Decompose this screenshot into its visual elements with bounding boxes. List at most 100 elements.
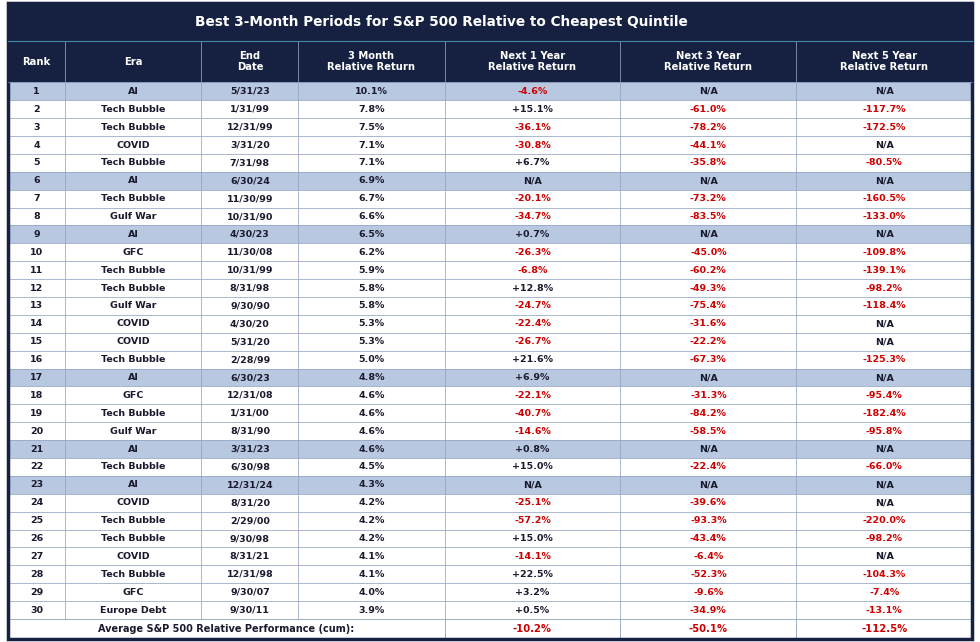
Bar xyxy=(8,279,65,297)
Bar xyxy=(202,386,298,404)
Bar xyxy=(8,172,65,190)
Text: 9: 9 xyxy=(33,230,40,239)
Bar xyxy=(797,207,972,225)
Bar xyxy=(797,297,972,315)
Bar xyxy=(797,351,972,369)
Bar xyxy=(797,100,972,118)
Bar xyxy=(797,530,972,548)
Bar xyxy=(620,190,797,207)
Text: -10.2%: -10.2% xyxy=(513,624,552,634)
Bar xyxy=(8,601,65,619)
Bar xyxy=(8,619,445,639)
Text: 2: 2 xyxy=(33,105,40,114)
Text: 6.9%: 6.9% xyxy=(359,177,384,186)
Text: 8/31/90: 8/31/90 xyxy=(230,427,270,436)
Text: +0.7%: +0.7% xyxy=(515,230,550,239)
Bar xyxy=(8,386,65,404)
Text: 13: 13 xyxy=(30,302,43,311)
Text: 5/31/23: 5/31/23 xyxy=(230,87,270,96)
Text: -26.3%: -26.3% xyxy=(514,248,551,257)
Bar xyxy=(620,422,797,440)
Text: 4.1%: 4.1% xyxy=(359,552,384,561)
Bar xyxy=(298,243,445,261)
Text: -22.1%: -22.1% xyxy=(514,391,551,400)
Text: -182.4%: -182.4% xyxy=(862,409,906,418)
Bar xyxy=(202,530,298,548)
Text: +15.1%: +15.1% xyxy=(512,105,553,114)
Bar xyxy=(8,3,972,41)
Bar xyxy=(445,548,620,566)
Bar xyxy=(298,530,445,548)
Text: -172.5%: -172.5% xyxy=(862,123,906,132)
Bar xyxy=(797,494,972,512)
Text: -109.8%: -109.8% xyxy=(862,248,906,257)
Text: -95.4%: -95.4% xyxy=(866,391,903,400)
Text: 4.2%: 4.2% xyxy=(359,516,384,525)
Bar xyxy=(445,190,620,207)
Text: -6.4%: -6.4% xyxy=(693,552,723,561)
Bar xyxy=(797,422,972,440)
Text: -22.2%: -22.2% xyxy=(690,337,727,346)
Bar xyxy=(298,601,445,619)
Bar xyxy=(445,422,620,440)
Text: 19: 19 xyxy=(29,409,43,418)
Text: -4.6%: -4.6% xyxy=(517,87,548,96)
Bar xyxy=(8,100,65,118)
Bar xyxy=(445,243,620,261)
Text: -40.7%: -40.7% xyxy=(514,409,551,418)
Bar xyxy=(620,315,797,333)
Bar xyxy=(797,172,972,190)
Text: -93.3%: -93.3% xyxy=(690,516,726,525)
Bar xyxy=(202,172,298,190)
Bar xyxy=(8,566,65,583)
Text: 5.3%: 5.3% xyxy=(359,337,384,346)
Text: Next 5 Year
Relative Return: Next 5 Year Relative Return xyxy=(840,51,928,73)
Text: 30: 30 xyxy=(30,605,43,614)
Text: Era: Era xyxy=(124,56,142,67)
Text: 11/30/99: 11/30/99 xyxy=(226,194,273,203)
Bar xyxy=(202,476,298,494)
Text: AI: AI xyxy=(127,87,139,96)
Bar xyxy=(8,118,65,136)
Bar xyxy=(620,172,797,190)
Text: 7: 7 xyxy=(33,194,40,203)
Text: 5.8%: 5.8% xyxy=(359,284,384,293)
Bar xyxy=(65,315,202,333)
Bar xyxy=(298,369,445,386)
Text: -13.1%: -13.1% xyxy=(866,605,903,614)
Bar xyxy=(65,190,202,207)
Bar xyxy=(620,225,797,243)
Bar xyxy=(202,136,298,154)
Text: Tech Bubble: Tech Bubble xyxy=(101,534,166,543)
Text: N/A: N/A xyxy=(523,177,542,186)
Text: COVID: COVID xyxy=(117,319,150,328)
Text: N/A: N/A xyxy=(875,319,894,328)
Bar xyxy=(202,601,298,619)
Text: -34.7%: -34.7% xyxy=(514,212,551,221)
Bar xyxy=(797,440,972,458)
Text: +6.7%: +6.7% xyxy=(515,159,550,168)
Bar xyxy=(445,458,620,476)
Bar xyxy=(202,333,298,351)
Text: 1/31/00: 1/31/00 xyxy=(230,409,270,418)
Bar xyxy=(620,154,797,172)
Text: -75.4%: -75.4% xyxy=(690,302,727,311)
Bar xyxy=(620,440,797,458)
Text: -34.9%: -34.9% xyxy=(690,605,727,614)
Text: COVID: COVID xyxy=(117,337,150,346)
Text: -118.4%: -118.4% xyxy=(862,302,906,311)
Bar xyxy=(445,172,620,190)
Text: -125.3%: -125.3% xyxy=(862,355,906,364)
Bar xyxy=(65,225,202,243)
Bar xyxy=(797,512,972,530)
Text: -61.0%: -61.0% xyxy=(690,105,727,114)
Bar xyxy=(202,315,298,333)
Bar xyxy=(298,458,445,476)
Bar xyxy=(620,404,797,422)
Bar xyxy=(445,154,620,172)
Bar xyxy=(202,243,298,261)
Text: -139.1%: -139.1% xyxy=(862,266,906,275)
Bar xyxy=(65,369,202,386)
Text: End
Date: End Date xyxy=(236,51,264,73)
Text: AI: AI xyxy=(127,444,139,454)
